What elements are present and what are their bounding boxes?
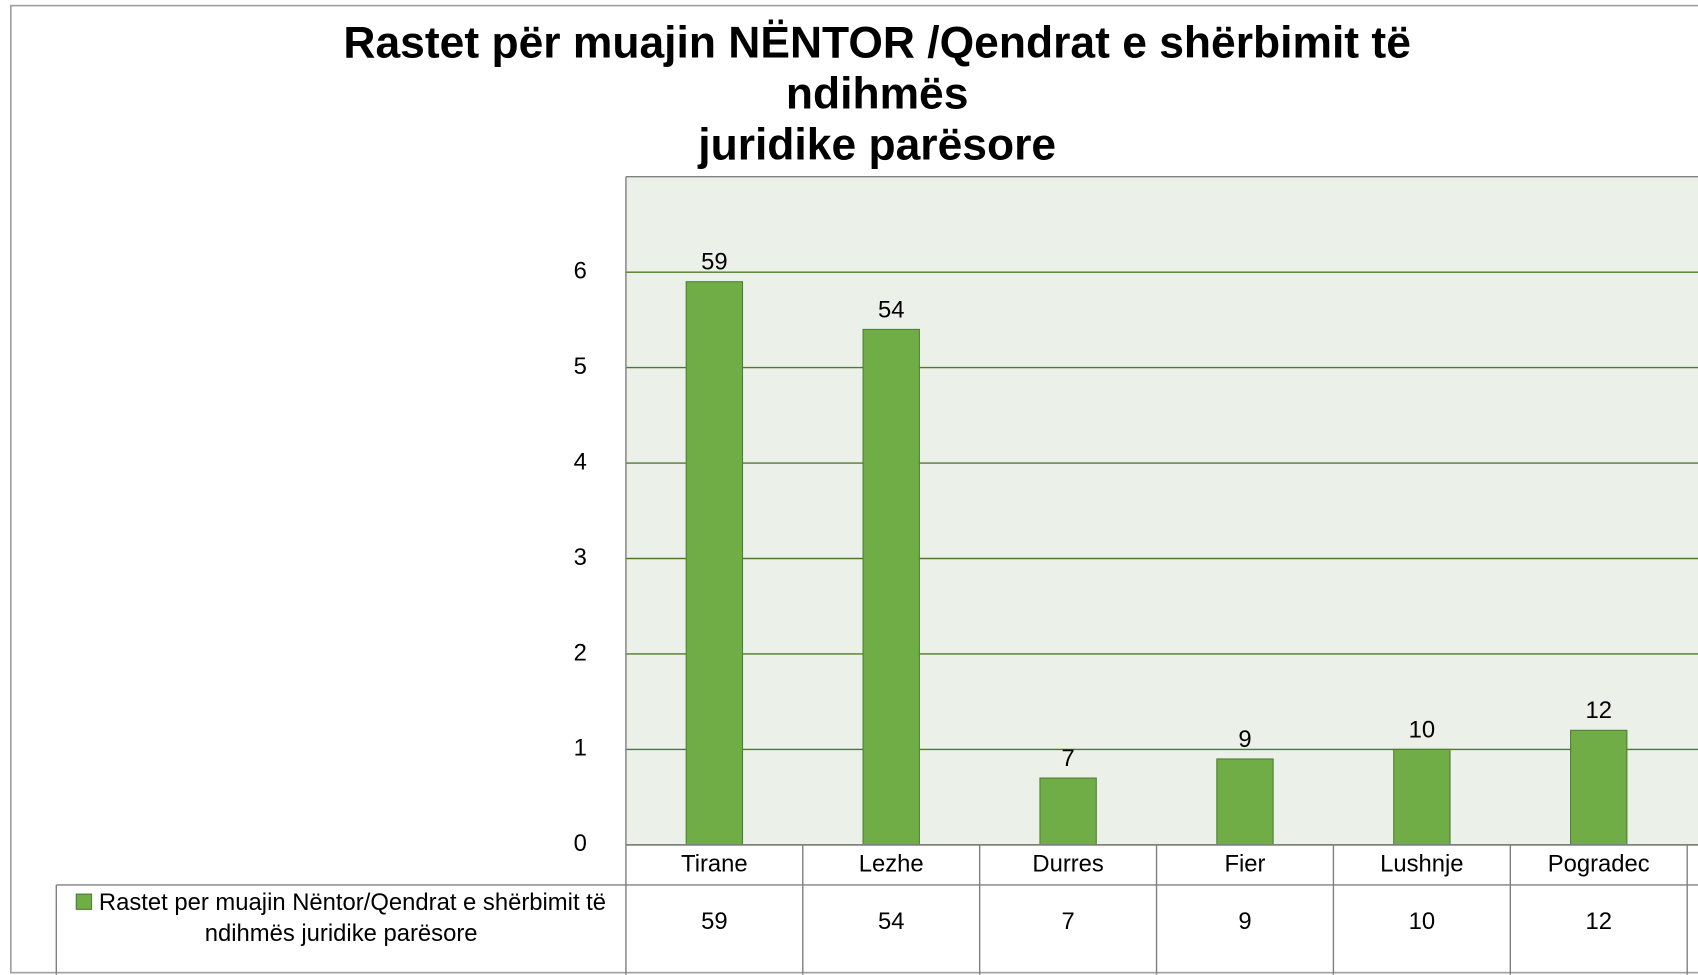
legend-label: Rastet per muajin Nëntor/Qendrat e shërb…: [98, 888, 607, 947]
legend-key: [76, 893, 93, 910]
y-tick-label: 2: [574, 639, 587, 666]
x-tick-label: Pogradec: [1548, 851, 1650, 878]
y-tick-label: 5: [574, 353, 587, 380]
x-tick-label: Lezhe: [859, 851, 924, 878]
chart-border: [10, 4, 1698, 974]
y-tick-label: 0: [574, 830, 587, 857]
table-value: 9: [1238, 908, 1251, 935]
bar: [1393, 748, 1451, 846]
data-label: 54: [878, 296, 905, 323]
bar: [1570, 729, 1628, 846]
bar: [862, 328, 920, 846]
legend-entry: Rastet per muajin Nëntor/Qendrat e shërb…: [61, 886, 622, 949]
table-value: 59: [701, 908, 728, 935]
legend-box: Rastet per muajin Nëntor/Qendrat e shërb…: [61, 886, 622, 949]
bar: [685, 281, 744, 846]
table-value: 12: [1585, 908, 1612, 935]
data-label: 59: [701, 249, 728, 276]
y-tick-label: 6: [574, 257, 587, 284]
y-tick-label: 3: [574, 544, 587, 571]
table-value: 7: [1061, 908, 1074, 935]
x-tick-label: Fier: [1224, 851, 1265, 878]
x-tick-label: Lushnje: [1380, 851, 1463, 878]
plot-area: [625, 176, 1698, 845]
y-tick-label: 4: [574, 448, 587, 475]
chart-title: Rastet për muajin NËNTOR /Qendrat e shër…: [343, 17, 1411, 170]
table-value: 54: [878, 908, 905, 935]
bar: [1039, 777, 1097, 846]
y-tick-label: 1: [574, 735, 587, 762]
x-tick-label: Durres: [1032, 851, 1104, 878]
data-label: 9: [1238, 726, 1251, 753]
table-value: 10: [1409, 908, 1436, 935]
data-label: 10: [1409, 716, 1436, 743]
x-tick-label: Tirane: [681, 851, 748, 878]
title-box: Rastet për muajin NËNTOR /Qendrat e shër…: [343, 17, 1411, 170]
data-label: 7: [1061, 745, 1074, 772]
bar: [1216, 758, 1274, 846]
data-label: 12: [1585, 697, 1612, 724]
